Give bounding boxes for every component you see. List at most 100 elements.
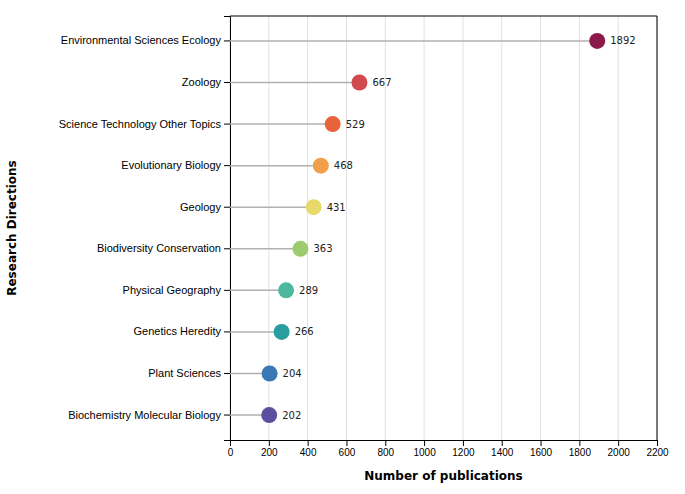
grid-line xyxy=(462,16,463,440)
y-tick-label: Evolutionary Biology xyxy=(121,159,221,171)
x-tick-label: 1200 xyxy=(452,447,475,458)
x-tick: 1600 xyxy=(530,440,553,458)
stem xyxy=(230,165,321,167)
y-tick: Biodiversity Conservation xyxy=(97,242,230,254)
y-tick-label: Plant Sciences xyxy=(148,367,221,379)
y-tick-label: Genetics Heredity xyxy=(134,325,222,337)
data-label: 1892 xyxy=(610,35,635,46)
y-tick-mark xyxy=(224,290,230,291)
y-tick: Science Technology Other Topics xyxy=(59,118,230,130)
y-tick-label: Geology xyxy=(180,201,221,213)
x-tick: 2000 xyxy=(608,440,631,458)
x-tick-label: 2000 xyxy=(608,447,631,458)
dot xyxy=(274,324,290,340)
x-tick-mark xyxy=(579,440,580,446)
y-tick: Environmental Sciences Ecology xyxy=(61,34,230,46)
grid-line xyxy=(540,16,541,440)
data-label: 202 xyxy=(282,410,301,421)
x-tick-mark xyxy=(541,440,542,446)
data-label: 204 xyxy=(283,368,302,379)
x-axis-title: Number of publications xyxy=(364,469,523,483)
y-tick: Biochemistry Molecular Biology xyxy=(68,409,230,421)
data-label: 431 xyxy=(327,202,346,213)
y-tick-label: Physical Geography xyxy=(123,284,222,296)
x-tick: 800 xyxy=(377,440,394,458)
x-tick-label: 800 xyxy=(377,447,394,458)
chart-svg: 0 200 400 600 800 1000 1200 1400 1600 1800 2000 220… xyxy=(0,0,685,494)
grid-line xyxy=(501,16,502,440)
y-tick-mark xyxy=(224,415,230,416)
x-tick-label: 1000 xyxy=(413,447,436,458)
x-tick-mark xyxy=(618,440,619,446)
x-tick: 2200 xyxy=(646,440,669,458)
frame-top xyxy=(230,16,657,17)
stem xyxy=(230,123,333,125)
data-label: 667 xyxy=(372,77,391,88)
x-tick-label: 1600 xyxy=(530,447,553,458)
x-tick-mark xyxy=(502,440,503,446)
data-label: 529 xyxy=(346,119,365,130)
y-tick-label: Environmental Sciences Ecology xyxy=(61,34,222,46)
grid-line xyxy=(307,16,308,440)
y-tick-mark xyxy=(224,207,230,208)
y-tick-label: Biodiversity Conservation xyxy=(97,242,221,254)
stem xyxy=(230,248,300,250)
grid-line xyxy=(579,16,580,440)
x-tick-mark xyxy=(346,440,347,446)
data-label: 468 xyxy=(334,160,353,171)
dot xyxy=(261,407,277,423)
x-tick-label: 200 xyxy=(261,447,278,458)
y-tick: Plant Sciences xyxy=(148,367,230,379)
dot xyxy=(313,158,329,174)
frame-right xyxy=(657,16,658,440)
dot xyxy=(292,241,308,257)
x-tick-mark xyxy=(424,440,425,446)
plot-area: 0 200 400 600 800 1000 1200 1400 1600 1800 2000 220… xyxy=(59,16,669,458)
x-tick: 1800 xyxy=(569,440,592,458)
stem xyxy=(230,82,359,84)
y-tick-mark xyxy=(224,165,230,166)
x-tick-mark xyxy=(269,440,270,446)
y-tick-label: Biochemistry Molecular Biology xyxy=(68,409,221,421)
grid-line xyxy=(346,16,347,440)
y-tick-label: Zoology xyxy=(182,76,222,88)
data-label: 266 xyxy=(295,326,314,337)
x-tick-label: 1400 xyxy=(491,447,514,458)
y-tick-mark xyxy=(224,331,230,332)
y-tick-mark xyxy=(224,248,230,249)
dot xyxy=(589,33,605,49)
data-labels: 2022042662893634314685296671892 xyxy=(282,35,635,420)
y-tick-mark xyxy=(224,373,230,374)
x-tick-label: 0 xyxy=(228,447,234,458)
grid xyxy=(230,16,657,440)
chart-container: 0 200 400 600 800 1000 1200 1400 1600 1800 2000 220… xyxy=(0,0,685,494)
y-tick: Genetics Heredity xyxy=(134,325,230,337)
x-tick-label: 2200 xyxy=(646,447,669,458)
x-tick-label: 400 xyxy=(300,447,317,458)
grid-line xyxy=(424,16,425,440)
y-axis-title: Research Directions xyxy=(5,160,19,296)
x-tick: 1400 xyxy=(491,440,514,458)
y-axis: Biochemistry Molecular Biology Plant Scie… xyxy=(59,17,231,441)
x-tick-label: 1800 xyxy=(569,447,592,458)
grid-line xyxy=(618,16,619,440)
y-tick-mark xyxy=(224,82,230,83)
dot xyxy=(325,116,341,132)
y-tick: Zoology xyxy=(182,76,230,88)
dot xyxy=(262,365,278,381)
x-axis: 0 200 400 600 800 1000 1200 1400 1600 1800 2000 220… xyxy=(228,440,669,458)
y-tick: Physical Geography xyxy=(123,284,230,296)
x-axis-line xyxy=(231,441,658,447)
y-tick-mark xyxy=(224,124,230,125)
x-tick: 400 xyxy=(300,440,317,458)
x-tick: 1000 xyxy=(413,440,436,458)
y-axis-line xyxy=(224,17,231,441)
y-tick: Geology xyxy=(180,201,230,213)
y-tick-label: Science Technology Other Topics xyxy=(59,118,222,130)
dot xyxy=(306,199,322,215)
data-label: 363 xyxy=(313,243,332,254)
x-tick: 200 xyxy=(261,440,278,458)
x-tick: 600 xyxy=(339,440,356,458)
dot xyxy=(278,282,294,298)
stem xyxy=(230,40,597,42)
